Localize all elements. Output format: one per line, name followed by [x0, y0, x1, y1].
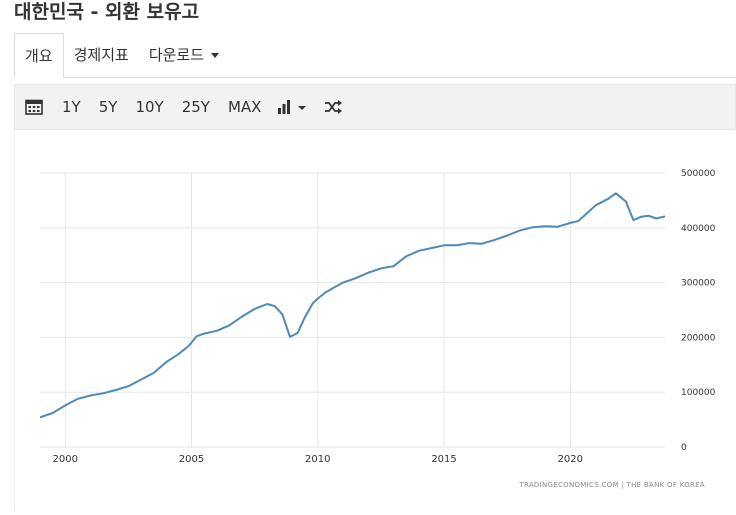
range-5y-button[interactable]: 5Y	[98, 98, 118, 116]
y-tick-label: 0	[681, 443, 687, 453]
chart-toolbar: 1Y 5Y 10Y 25Y MAX	[14, 84, 736, 130]
tab-download-label: 다운로드	[148, 46, 205, 64]
range-10y-button[interactable]: 10Y	[135, 98, 164, 116]
range-max-button[interactable]: MAX	[227, 98, 262, 116]
y-tick-label: 300000	[681, 279, 716, 289]
y-tick-label: 200000	[681, 333, 716, 343]
x-tick-label: 2020	[558, 454, 583, 465]
x-tick-label: 2000	[53, 454, 78, 465]
range-25y-button[interactable]: 25Y	[181, 98, 210, 116]
series-line	[39, 192, 666, 419]
caret-down-icon	[211, 53, 220, 58]
tab-bar: 개요 경제지표 다운로드	[14, 33, 736, 78]
chart-area: 0 100000 200000 300000 400000 500000 2000 2005 2…	[14, 131, 736, 511]
tab-indicators[interactable]: 경제지표	[73, 46, 129, 64]
x-tick-label: 2010	[305, 454, 330, 465]
y-tick-label: 100000	[681, 388, 716, 398]
tab-download[interactable]: 다운로드	[139, 33, 229, 77]
x-tick-label: 2005	[179, 454, 204, 465]
calendar-icon[interactable]	[15, 85, 53, 129]
x-tick-label: 2015	[431, 454, 456, 465]
bar-chart-icon[interactable]	[270, 85, 314, 129]
y-tick-label: 500000	[681, 169, 716, 179]
y-tick-label: 400000	[681, 224, 716, 234]
source-credit: TRADINGECONOMICS.COM | THE BANK OF KOREA	[518, 481, 705, 489]
shuffle-icon[interactable]	[314, 85, 352, 129]
page-title: 대한민국 - 외환 보유고	[14, 1, 200, 23]
line-chart: 0 100000 200000 300000 400000 500000 2000 2005 2…	[39, 169, 716, 489]
tab-overview[interactable]: 개요	[14, 33, 64, 78]
range-1y-button[interactable]: 1Y	[62, 98, 81, 116]
